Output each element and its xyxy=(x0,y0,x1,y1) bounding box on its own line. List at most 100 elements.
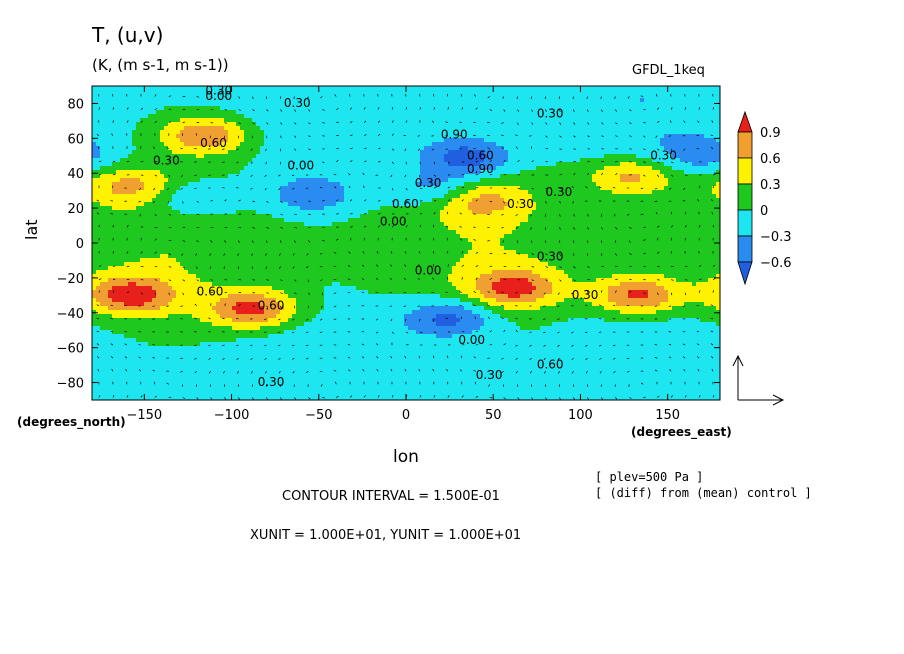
field-cell xyxy=(520,206,525,211)
field-cell xyxy=(356,86,361,91)
field-cell xyxy=(136,126,141,131)
field-cell xyxy=(296,142,301,147)
field-cell xyxy=(700,194,705,199)
field-cell xyxy=(188,198,193,203)
field-cell xyxy=(252,146,257,151)
field-cell xyxy=(176,170,181,175)
field-cell xyxy=(100,162,105,167)
field-cell xyxy=(688,170,693,175)
field-cell xyxy=(144,206,149,211)
field-cell xyxy=(460,198,465,203)
field-cell xyxy=(260,170,265,175)
field-cell xyxy=(640,170,645,175)
field-cell xyxy=(456,182,461,187)
field-cell xyxy=(424,146,429,151)
field-cell xyxy=(176,162,181,167)
field-cell xyxy=(352,86,357,91)
field-cell xyxy=(672,166,677,171)
field-cell xyxy=(96,178,101,183)
field-cell xyxy=(268,150,273,155)
field-cell xyxy=(708,134,713,139)
field-cell xyxy=(384,182,389,187)
field-cell xyxy=(412,206,417,211)
field-cell xyxy=(668,198,673,203)
field-cell xyxy=(584,110,589,115)
field-cell xyxy=(356,170,361,175)
field-cell xyxy=(276,162,281,167)
field-cell xyxy=(212,90,217,95)
field-cell xyxy=(368,126,373,131)
field-cell xyxy=(440,178,445,183)
field-cell xyxy=(536,98,541,103)
field-cell xyxy=(240,174,245,179)
field-cell xyxy=(608,90,613,95)
field-cell xyxy=(320,102,325,107)
field-cell xyxy=(560,158,565,163)
field-cell xyxy=(376,126,381,131)
field-cell xyxy=(376,210,381,215)
field-cell xyxy=(612,178,617,183)
field-cell xyxy=(364,182,369,187)
field-cell xyxy=(632,170,637,175)
field-cell xyxy=(388,166,393,171)
field-cell xyxy=(284,94,289,99)
field-cell xyxy=(552,150,557,155)
field-cell xyxy=(220,118,225,123)
field-cell xyxy=(356,150,361,155)
field-cell xyxy=(420,142,425,147)
field-cell xyxy=(300,170,305,175)
field-cell xyxy=(240,162,245,167)
field-cell xyxy=(456,86,461,91)
field-cell xyxy=(216,102,221,107)
field-cell xyxy=(636,162,641,167)
field-cell xyxy=(412,98,417,103)
field-cell xyxy=(152,158,157,163)
field-cell xyxy=(164,154,169,159)
field-cell xyxy=(328,102,333,107)
field-cell xyxy=(356,166,361,171)
field-cell xyxy=(400,114,405,119)
field-cell xyxy=(220,114,225,119)
field-cell xyxy=(360,210,365,215)
field-cell xyxy=(188,190,193,195)
field-cell xyxy=(100,146,105,151)
field-cell xyxy=(552,170,557,175)
field-cell xyxy=(600,98,605,103)
field-cell xyxy=(204,166,209,171)
field-cell xyxy=(124,158,129,163)
field-cell xyxy=(208,98,213,103)
field-cell xyxy=(448,158,453,163)
field-cell xyxy=(264,114,269,119)
field-cell xyxy=(516,114,521,119)
field-cell xyxy=(516,202,521,207)
field-cell xyxy=(312,178,317,183)
field-cell xyxy=(432,198,437,203)
field-cell xyxy=(312,106,317,111)
field-cell xyxy=(140,94,145,99)
field-cell xyxy=(640,110,645,115)
field-cell xyxy=(572,154,577,159)
field-cell xyxy=(312,94,317,99)
field-cell xyxy=(536,186,541,191)
field-cell xyxy=(268,166,273,171)
field-cell xyxy=(704,126,709,131)
field-cell xyxy=(580,106,585,111)
field-cell xyxy=(608,202,613,207)
field-cell xyxy=(476,170,481,175)
field-cell xyxy=(200,154,205,159)
field-cell xyxy=(584,106,589,111)
field-cell xyxy=(676,110,681,115)
field-cell xyxy=(448,142,453,147)
field-cell xyxy=(188,138,193,143)
field-cell xyxy=(604,138,609,143)
field-cell xyxy=(112,130,117,135)
field-cell xyxy=(460,186,465,191)
field-cell xyxy=(464,126,469,131)
field-cell xyxy=(624,142,629,147)
field-cell xyxy=(104,158,109,163)
field-cell xyxy=(348,106,353,111)
field-cell xyxy=(196,102,201,107)
field-cell xyxy=(268,106,273,111)
field-cell xyxy=(264,122,269,127)
field-cell xyxy=(416,150,421,155)
